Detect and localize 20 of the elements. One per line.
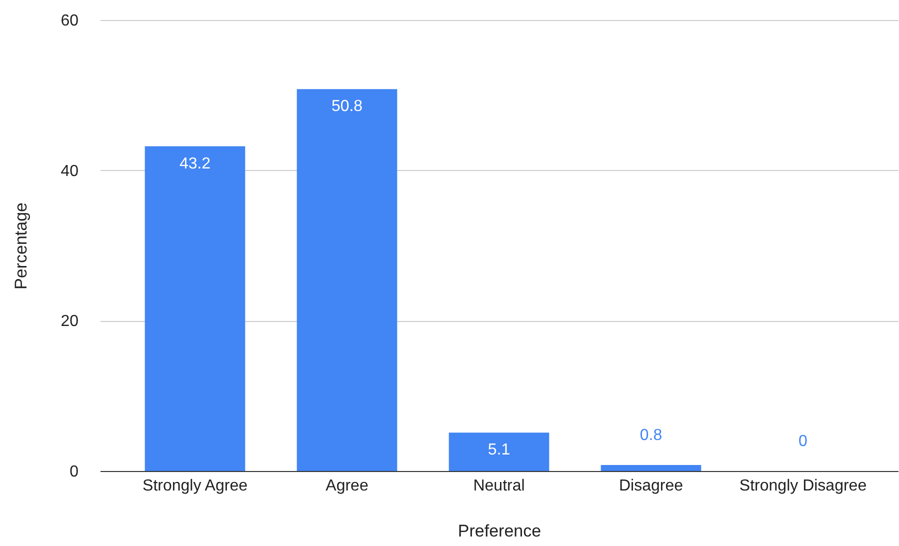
x-axis-title: Preference (458, 522, 542, 540)
y-axis-title: Percentage (12, 202, 31, 290)
y-tick-label: 20 (60, 313, 79, 330)
x-tick-label: Strongly Agree (142, 478, 248, 494)
x-tick-label: Disagree (618, 478, 684, 494)
bar (144, 146, 246, 471)
x-tick-label: Agree (326, 478, 368, 494)
y-tick-label: 40 (60, 162, 79, 180)
bar (448, 432, 550, 471)
data-label: 0.8 (640, 426, 662, 444)
y-tick-label: 0 (70, 464, 79, 480)
data-label: 0 (798, 433, 808, 450)
y-tick-label: 60 (60, 12, 79, 30)
bar (600, 464, 702, 471)
bar (296, 89, 398, 471)
data-label: 50.8 (331, 98, 363, 116)
x-tick-label: Neutral (473, 478, 525, 494)
data-label: 5.1 (488, 442, 510, 459)
x-tick-label: Strongly Disagree (739, 478, 867, 494)
data-label: 43.2 (179, 155, 211, 172)
